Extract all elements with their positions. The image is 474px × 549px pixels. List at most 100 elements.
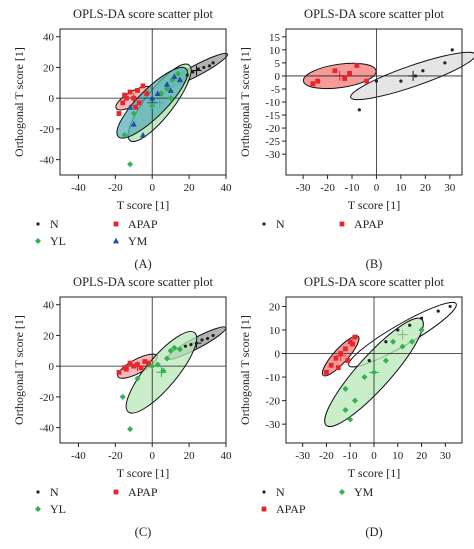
data-point-ym [167,87,174,93]
data-point-apap [347,70,352,76]
x-tick-label: 10 [395,182,407,194]
x-tick-label: 30 [440,450,452,462]
data-point-n [211,61,215,65]
legend-marker [35,506,41,512]
data-point-n [436,309,440,313]
x-tick-label: 20 [184,450,196,462]
chart-title: OPLS-DA score scatter plot [304,7,444,21]
y-tick-label: -10 [265,97,280,109]
data-point-n [419,316,424,320]
data-point-apap [146,360,151,366]
data-point-ym [351,397,358,404]
data-point-yl [134,375,141,382]
data-point-n [367,358,371,363]
y-tick-label: 5 [275,58,281,70]
data-point-yl [121,132,128,139]
panel-c: OPLS-DA score scatter plot -40 -20 0 20 40 -40… [12,275,232,539]
data-point-apap [333,355,339,361]
y-axis-label: Orthogonal T score [1] [12,315,26,425]
data-point-ym [140,131,146,138]
x-tick-label: -20 [319,450,334,462]
legend-marker [36,490,40,494]
legend-item-n: N [262,217,285,231]
legend-item-yl: YL [35,502,66,516]
data-point-apap [122,92,127,98]
chart-title: OPLS-DA score scatter plot [73,7,213,21]
data-point-ym [342,407,349,414]
data-point-apap [124,95,129,101]
data-point-ym [163,81,170,87]
data-point-apap [343,346,348,352]
data-point-apap [140,83,146,89]
y-tick-label: 0 [49,361,55,373]
chart-title: OPLS-DA score scatter plot [304,275,444,289]
data-point-n [211,333,215,338]
data-point-n [374,79,379,83]
y-tick-label: -30 [265,419,280,431]
x-axis-label: T score [1] [348,466,400,480]
data-point-n [191,70,195,74]
x-axis-label: T score [1] [117,466,169,480]
data-point-yl [130,110,137,117]
y-tick-label: -10 [265,372,280,384]
legend-label: APAP [276,502,306,516]
x-tick-label: -30 [296,182,311,194]
y-tick-label: 20 [43,62,55,74]
panel-b: OPLS-DA score scatter plot -30 -20 -10 0 10 20… [238,7,474,271]
data-point-n [202,65,206,70]
data-point-ym [371,369,377,376]
data-point-ym [347,416,354,423]
data-point-ym [409,338,416,345]
legend-label: N [50,485,59,499]
x-tick-label: -10 [343,450,358,462]
data-point-apap [310,81,316,87]
data-point-yl [119,393,126,400]
data-point-ym [418,326,425,333]
x-tick-label: -40 [71,450,86,462]
legend-marker [36,222,40,226]
data-point-n [205,336,210,341]
y-tick-label: -20 [265,123,280,135]
data-point-n [384,340,388,344]
legend-item-yl: YL [35,234,66,248]
legend-marker [261,506,267,512]
data-point-apap [345,358,351,363]
data-point-apap [131,363,137,369]
data-point-n [413,74,418,78]
data-point-apap [133,104,139,110]
plot-frame [59,296,227,444]
data-point-yl [127,426,134,433]
x-tick-label: 40 [221,182,233,194]
legend-label: APAP [128,485,158,499]
y-tick-label: 40 [43,300,55,312]
data-point-yl [176,346,183,353]
legend-item-n: N [36,485,59,499]
x-tick-label: 20 [420,182,432,194]
data-point-apap [342,76,348,81]
data-point-ym [382,357,389,364]
legend-item-n: N [262,485,285,499]
data-point-apap [338,351,344,356]
y-tick-label: -40 [39,423,54,435]
data-point-apap [116,369,122,375]
data-point-apap [354,63,360,68]
chart-title: OPLS-DA score scatter plot [73,275,213,289]
data-point-ym [361,374,368,381]
data-point-yl [167,95,174,102]
data-point-apap [124,366,129,372]
data-point-yl [160,367,167,374]
data-point-ym [399,343,406,350]
data-point-n [196,67,200,71]
y-tick-label: -20 [265,396,280,408]
data-point-apap [138,365,144,371]
panel-label: (C) [135,525,152,539]
x-tick-label: -30 [295,450,310,462]
legend-marker [262,490,266,494]
legend-item-apap: APAP [113,217,158,231]
legend-label: APAP [354,217,384,231]
data-point-n [200,338,204,342]
data-point-apap [142,359,148,364]
data-point-apap [127,89,133,95]
y-tick-label: -20 [39,124,54,136]
